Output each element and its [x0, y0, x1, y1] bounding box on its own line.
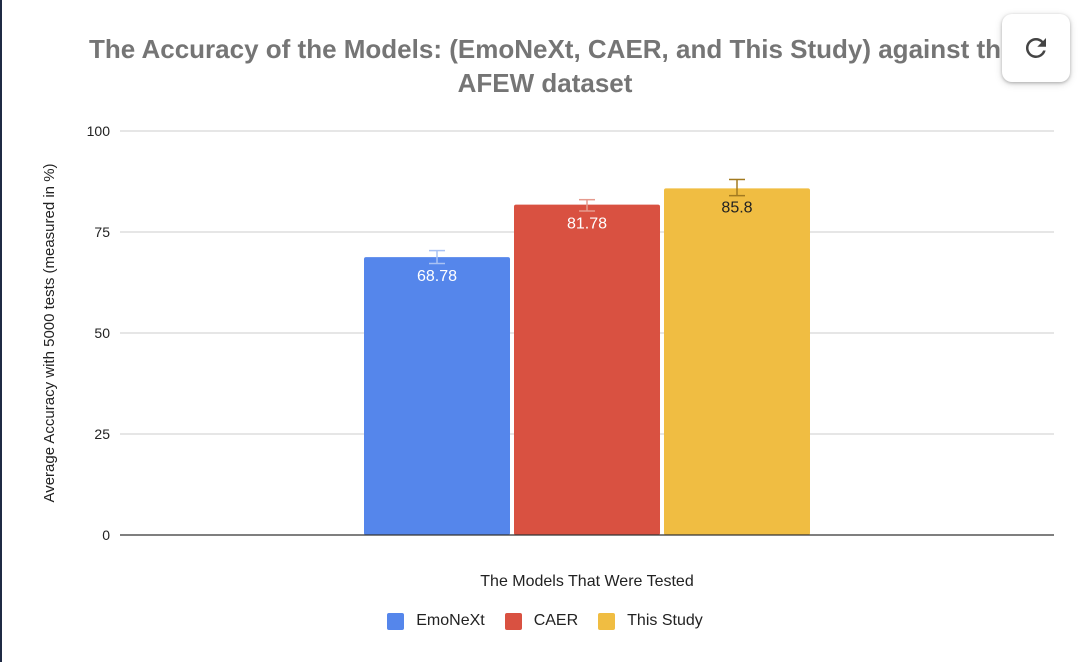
legend-label: This Study	[627, 612, 703, 629]
legend-swatch	[504, 612, 522, 630]
bar	[514, 204, 660, 535]
data-label: 81.78	[567, 216, 607, 233]
legend-item-caer: CAER	[504, 612, 579, 630]
data-label: 85.8	[721, 199, 752, 216]
bar	[664, 188, 810, 536]
chart-title-line-1: The Accuracy of the Models: (EmoNeXt, CA…	[88, 34, 1002, 64]
bar	[364, 257, 510, 535]
legend-label: CAER	[533, 612, 579, 629]
y-tick-labels: 0 25 50 75 100	[87, 123, 111, 543]
y-tick-label: 100	[87, 123, 111, 139]
legend-label: EmoNeXt	[416, 612, 485, 629]
data-labels: 68.78 81.78 85.8	[417, 199, 753, 285]
legend-swatch	[387, 612, 405, 630]
error-bars	[429, 178, 745, 265]
y-axis-label: Average Accuracy with 5000 tests (measur…	[41, 163, 58, 502]
chart-title: The Accuracy of the Models: (EmoNeXt, CA…	[2, 32, 1086, 100]
y-tick-label: 25	[94, 426, 110, 442]
legend-item-this-study: This Study	[598, 612, 703, 630]
refresh-button[interactable]	[1002, 14, 1070, 82]
x-axis-label: The Models That Were Tested	[480, 573, 693, 590]
chart-legend: EmoNeXt CAER This Study	[2, 612, 1086, 630]
y-tick-label: 75	[94, 224, 110, 240]
data-label: 68.78	[417, 268, 457, 285]
y-tick-label: 0	[102, 527, 110, 543]
y-tick-label: 50	[94, 325, 110, 341]
refresh-icon	[1025, 37, 1046, 58]
legend-swatch	[598, 612, 616, 630]
bars	[364, 188, 810, 536]
legend-item-emonext: EmoNeXt	[387, 612, 485, 630]
chart-title-line-2: AFEW dataset	[457, 68, 633, 98]
